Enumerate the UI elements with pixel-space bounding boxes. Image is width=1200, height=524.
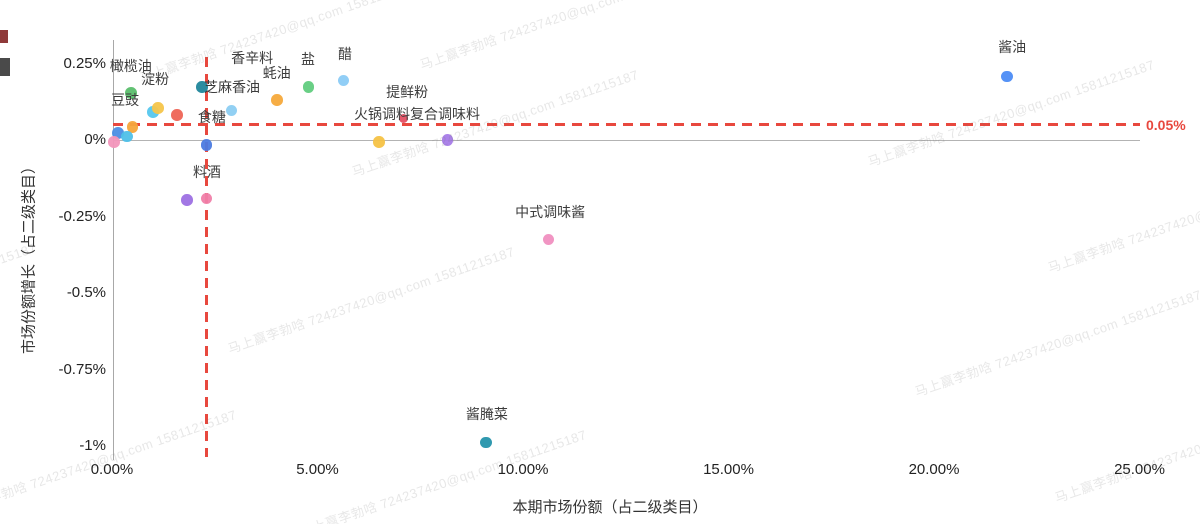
data-point[interactable]: [542, 233, 555, 246]
watermark-text: 马上赢李勃唅 724237420@qq.com 15811215187: [1045, 163, 1200, 276]
y-axis-tick-label: -0.25%: [58, 207, 106, 225]
watermark-text: 马上赢李勃唅 724237420@qq.com 15811215187: [417, 0, 709, 73]
point-label: 火锅调料复合调味料: [353, 105, 480, 122]
point-label: 芝麻香油: [204, 79, 260, 96]
data-point[interactable]: [121, 130, 133, 143]
point-label: 蚝油: [262, 64, 291, 81]
watermark-text: 马上赢李勃唅 724237420@qq.com 15811215187: [225, 243, 517, 357]
x-axis-tick-label: 0.00%: [90, 461, 134, 478]
data-point[interactable]: [152, 102, 164, 114]
data-point[interactable]: [302, 80, 315, 93]
edge-artifact: [0, 58, 10, 76]
point-label: 酱腌菜: [465, 405, 508, 422]
x-axis-tick-label: 5.00%: [296, 461, 339, 478]
point-label: 料酒: [192, 164, 221, 181]
watermark-text: 马上赢李勃唅 724237420@qq.com 15811215187: [0, 406, 239, 520]
data-point[interactable]: [108, 136, 120, 148]
threshold-line-horizontal: [113, 123, 1140, 127]
y-axis-title: 市场份额增长（占二级类目）: [20, 159, 38, 355]
y-axis-tick-label: -0.5%: [66, 284, 106, 301]
data-point[interactable]: [126, 121, 139, 133]
x-axis-tick-label: 15.00%: [703, 461, 754, 478]
data-point[interactable]: [1000, 70, 1013, 83]
data-point[interactable]: [125, 87, 137, 99]
data-point[interactable]: [200, 192, 213, 205]
data-point[interactable]: [225, 104, 238, 117]
data-point[interactable]: [441, 134, 454, 146]
point-label: 淀粉: [141, 71, 170, 88]
x-axis-zero-line: [113, 140, 1140, 141]
point-label: 豆豉: [111, 91, 140, 108]
threshold-value-label: 0.05%: [1146, 116, 1186, 133]
x-axis-title: 本期市场份额（占二级类目）: [512, 499, 708, 516]
watermark-text: 马上赢李勃唅 724237420@qq.com 15811215187: [1052, 393, 1200, 506]
data-point[interactable]: [399, 113, 409, 123]
data-point[interactable]: [480, 436, 492, 449]
data-point[interactable]: [337, 74, 350, 87]
data-point[interactable]: [373, 136, 385, 148]
data-point[interactable]: [171, 109, 183, 121]
y-axis-tick-label: -1%: [79, 437, 106, 454]
data-point[interactable]: [271, 94, 283, 106]
x-axis-tick-label: 20.00%: [908, 461, 960, 478]
x-axis-tick-label: 25.00%: [1114, 461, 1165, 478]
point-label: 食糖: [197, 109, 226, 126]
point-label: 橄榄油: [109, 57, 152, 74]
point-label: 醋: [338, 46, 353, 62]
point-label: 中式调味酱: [515, 203, 586, 220]
point-label: 盐: [301, 50, 316, 67]
y-axis-tick-label: 0%: [84, 131, 106, 148]
data-point[interactable]: [112, 127, 124, 139]
edge-artifact: [0, 30, 8, 43]
watermark-text: 马上赢李勃唅 724237420@qq.com 15811215187: [912, 286, 1200, 400]
threshold-line-vertical: [205, 57, 209, 457]
point-label: 香辛料: [231, 49, 274, 66]
x-axis-tick-label: 10.00%: [497, 461, 549, 478]
point-label: 提鲜粉: [386, 83, 429, 100]
y-axis-tick-label: -0.75%: [58, 360, 106, 378]
point-label: 酱油: [998, 38, 1027, 55]
data-point[interactable]: [181, 194, 193, 206]
y-axis-line: [113, 40, 114, 460]
data-point[interactable]: [200, 139, 213, 151]
y-axis-tick-label: 0.25%: [63, 54, 106, 72]
data-point[interactable]: [196, 81, 208, 93]
